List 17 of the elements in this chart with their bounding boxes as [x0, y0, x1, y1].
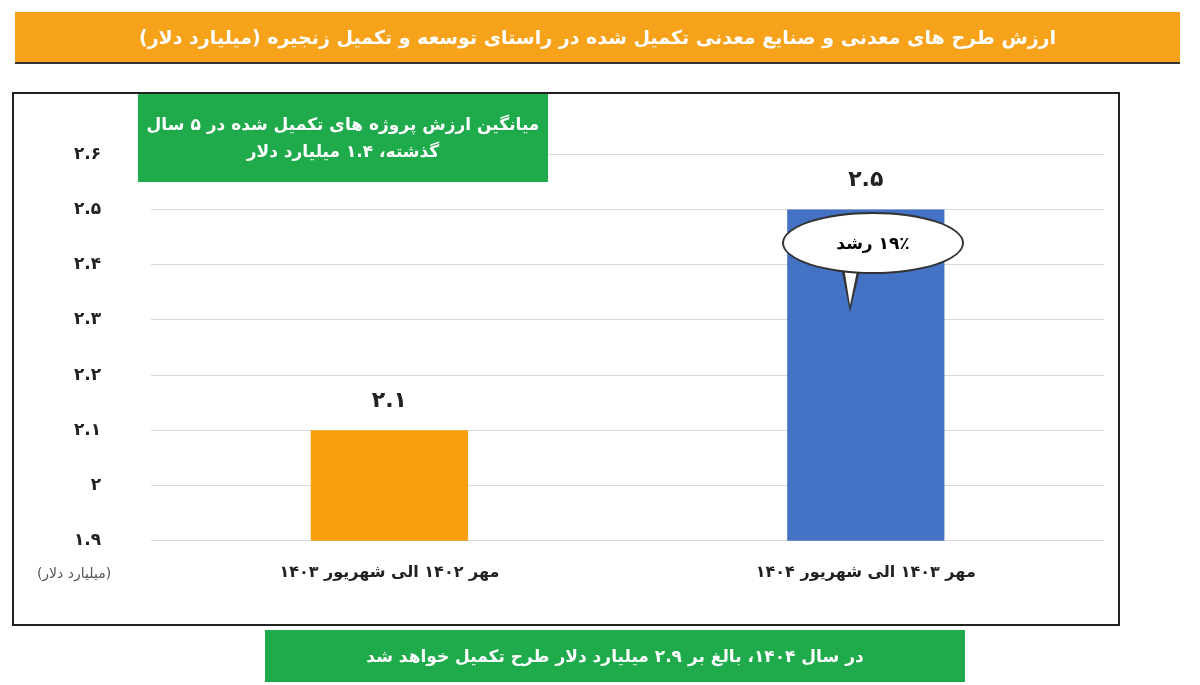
y-tick-label: ۲.۱ — [73, 418, 102, 439]
y-axis-title: (میلیارد دلار) — [36, 565, 112, 583]
y-tick-label: ۲.۵ — [73, 197, 102, 218]
y-tick-label: ۲.۶ — [73, 142, 102, 163]
data-label: ۲.۱ — [371, 387, 408, 413]
x-tick-label: مهر ۱۴۰۳ الی شهریور ۱۴۰۴ — [755, 561, 976, 581]
annotation: ۱۹٪ رشد — [782, 212, 964, 274]
chart-title: ارزش طرح های معدنی و صنایع معدنی تکمیل شده در راستای توسعه و تکمیل زنجیره (میلیارد دلار) — [15, 12, 1180, 64]
y-tick-label: ۲.۴ — [73, 253, 102, 274]
callout-box: میانگین ارزش پروژه های تکمیل شده در ۵ سال گذشته، ۱.۴ میلیارد دلار — [138, 94, 548, 182]
y-tick-label: ۲.۳ — [73, 308, 102, 329]
footnote-box: در سال ۱۴۰۴، بالغ بر ۲.۹ میلیارد دلار طرح تکمیل خواهد شد — [265, 630, 965, 682]
x-tick-label: مهر ۱۴۰۲ الی شهریور ۱۴۰۳ — [279, 561, 500, 581]
data-label: ۲.۵ — [848, 166, 884, 192]
y-tick-label: ۲ — [90, 473, 102, 494]
y-tick-label: ۲.۲ — [73, 363, 102, 384]
y-tick-label: ۱.۹ — [73, 529, 102, 550]
